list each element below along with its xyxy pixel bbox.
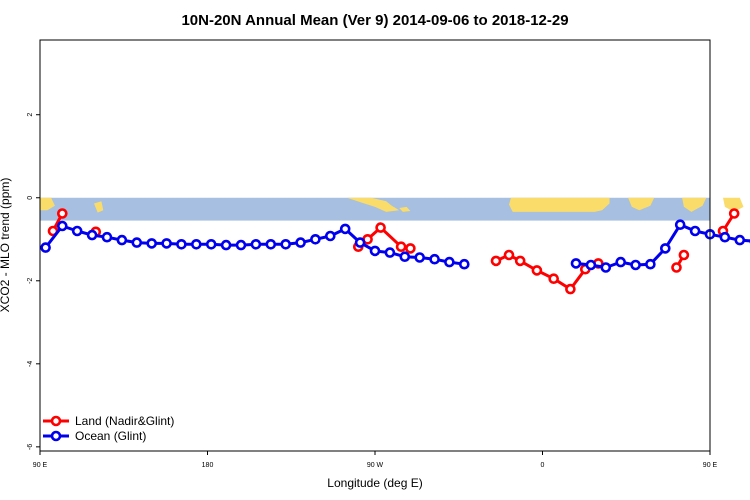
y-tick-label: 2 — [27, 113, 34, 117]
y-tick-label: -4 — [27, 361, 34, 367]
series-ocean-point — [280, 239, 292, 250]
series-ocean-point — [429, 253, 440, 265]
series-land-point — [514, 255, 526, 267]
land-philippines — [94, 201, 104, 213]
x-tick-label: 0 — [541, 462, 545, 469]
series-ocean-point — [86, 229, 98, 241]
x-tick-label: 90 E — [703, 462, 718, 469]
x-tick-label: 90 E — [33, 462, 48, 469]
series-ocean-point — [585, 259, 597, 271]
series-ocean-point — [674, 219, 686, 230]
series-ocean-point — [630, 259, 641, 271]
land-central-america — [347, 197, 400, 212]
series-land-point — [375, 222, 386, 233]
series-ocean-point — [146, 238, 157, 249]
series-land-point — [56, 208, 68, 219]
series-ocean-point — [101, 231, 113, 243]
series-ocean-point — [339, 223, 351, 235]
legend-land-marker — [50, 415, 62, 427]
plot-frame — [39, 39, 711, 452]
series-ocean-point — [71, 225, 83, 237]
y-axis-ticks: 2 0 -2 -4 -6 — [27, 113, 40, 450]
series-ocean-point — [295, 237, 306, 248]
land-arabia — [628, 197, 655, 211]
series-ocean-point — [116, 234, 128, 246]
x-axis-label: Longitude (deg E) — [327, 476, 422, 490]
series-land — [47, 208, 740, 295]
y-axis-label: XCO2 - MLO trend (ppm) — [0, 178, 12, 313]
world-map-band — [40, 197, 744, 221]
series-land-point — [548, 273, 560, 285]
series-ocean-point — [369, 245, 381, 257]
series-ocean-point — [615, 256, 627, 268]
series-ocean-point — [719, 231, 731, 243]
series-ocean-point — [444, 256, 455, 268]
series-ocean — [40, 219, 750, 273]
series-land-point — [395, 241, 407, 252]
series-ocean-point — [191, 239, 202, 250]
series-ocean-point — [131, 237, 143, 248]
series-ocean-point — [384, 247, 396, 258]
chart-title: 10N-20N Annual Mean (Ver 9) 2014-09-06 t… — [181, 12, 568, 29]
legend-land-label: Land (Nadir&Glint) — [75, 414, 174, 428]
legend-ocean-marker — [50, 430, 62, 442]
series-land-point — [490, 255, 502, 267]
series-ocean-point — [458, 258, 470, 270]
series-ocean-point — [324, 230, 336, 242]
series-ocean-point — [235, 239, 247, 251]
series-ocean-point — [645, 258, 656, 270]
land-india — [682, 197, 707, 212]
series-ocean-point — [734, 234, 746, 246]
series-ocean-point — [176, 239, 187, 250]
series-land-point — [671, 262, 682, 273]
series-land-point — [531, 265, 543, 276]
series-land-point — [503, 249, 515, 261]
series-ocean-point — [399, 251, 411, 263]
series-ocean-point — [659, 243, 671, 254]
series-layer — [40, 208, 750, 295]
x-tick-label: 180 — [202, 462, 214, 469]
series-land-point — [405, 243, 416, 254]
series-ocean-point — [56, 220, 68, 232]
series-ocean-point — [205, 239, 217, 250]
series-ocean-point — [250, 239, 262, 250]
series-land-point — [565, 283, 576, 295]
series-ocean-point — [161, 238, 172, 249]
y-tick-label: -6 — [27, 444, 34, 450]
series-ocean-point — [40, 242, 51, 253]
series-ocean-line — [574, 223, 750, 269]
y-tick-label: 0 — [27, 196, 34, 200]
series-land-point — [728, 208, 740, 219]
x-axis-ticks: 90 E 180 90 W 0 90 E — [33, 451, 718, 469]
series-ocean-point — [265, 239, 277, 250]
land-asia-east — [40, 197, 55, 211]
series-ocean-point — [570, 258, 582, 269]
land-indochina — [723, 197, 744, 212]
series-ocean-point — [310, 234, 321, 245]
land-africa — [509, 197, 610, 212]
series-ocean-point — [600, 262, 612, 273]
series-ocean-point — [689, 225, 701, 237]
land-caribbean — [399, 206, 411, 212]
legend: Land (Nadir&Glint) Ocean (Glint) — [43, 414, 174, 443]
series-ocean-point — [220, 239, 232, 251]
legend-ocean-label: Ocean (Glint) — [75, 429, 146, 443]
y-tick-label: -2 — [27, 278, 34, 284]
series-land-point — [678, 249, 690, 261]
series-ocean-point — [354, 237, 366, 248]
x-tick-label: 90 W — [367, 462, 384, 469]
series-ocean-point — [414, 252, 426, 263]
